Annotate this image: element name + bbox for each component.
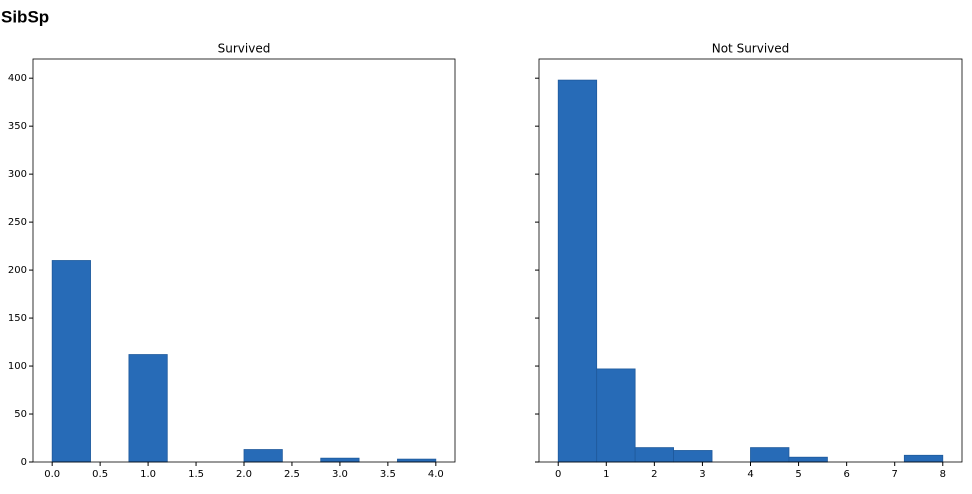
y-tick-label: 100 xyxy=(8,361,27,372)
bar xyxy=(596,368,636,463)
x-tick-label: 3 xyxy=(699,469,705,480)
chart-title: Survived xyxy=(218,42,271,56)
bar xyxy=(397,458,437,463)
x-tick-label: 4.0 xyxy=(428,469,444,480)
y-tick-label: 150 xyxy=(8,313,27,324)
axes-frame xyxy=(32,58,456,463)
x-tick-label: 1.0 xyxy=(140,469,156,480)
x-tick-label: 1 xyxy=(603,469,609,480)
y-tick-label: 350 xyxy=(8,121,27,132)
x-tick-label: 2.5 xyxy=(284,469,300,480)
bar xyxy=(903,454,944,463)
bar xyxy=(750,447,790,463)
y-tick-label: 250 xyxy=(8,217,27,228)
bar xyxy=(320,457,360,463)
bar xyxy=(673,450,713,463)
y-tick-label: 300 xyxy=(8,169,27,180)
y-tick-label: 0 xyxy=(21,457,27,468)
bar xyxy=(788,456,828,463)
x-tick-label: 7 xyxy=(892,469,898,480)
x-tick-label: 0 xyxy=(555,469,561,480)
bar xyxy=(557,79,598,463)
y-tick-label: 50 xyxy=(14,409,27,420)
figure-title: SibSp xyxy=(1,7,49,26)
x-tick-label: 0.5 xyxy=(92,469,108,480)
x-tick-label: 1.5 xyxy=(188,469,204,480)
bar xyxy=(128,354,168,463)
x-tick-label: 4 xyxy=(747,469,753,480)
chart-title: Not Survived xyxy=(712,42,790,56)
bar xyxy=(634,447,674,463)
x-tick-label: 2.0 xyxy=(236,469,252,480)
x-tick-label: 8 xyxy=(940,469,946,480)
x-tick-label: 3.0 xyxy=(332,469,348,480)
bar xyxy=(51,260,91,463)
x-tick-label: 3.5 xyxy=(380,469,396,480)
bar xyxy=(243,449,283,463)
x-tick-label: 0.0 xyxy=(44,469,60,480)
x-tick-label: 6 xyxy=(843,469,849,480)
x-tick-label: 2 xyxy=(651,469,657,480)
y-tick-label: 200 xyxy=(8,265,27,276)
x-tick-label: 5 xyxy=(795,469,801,480)
y-tick-label: 400 xyxy=(8,73,27,84)
axes-frame xyxy=(538,58,963,463)
